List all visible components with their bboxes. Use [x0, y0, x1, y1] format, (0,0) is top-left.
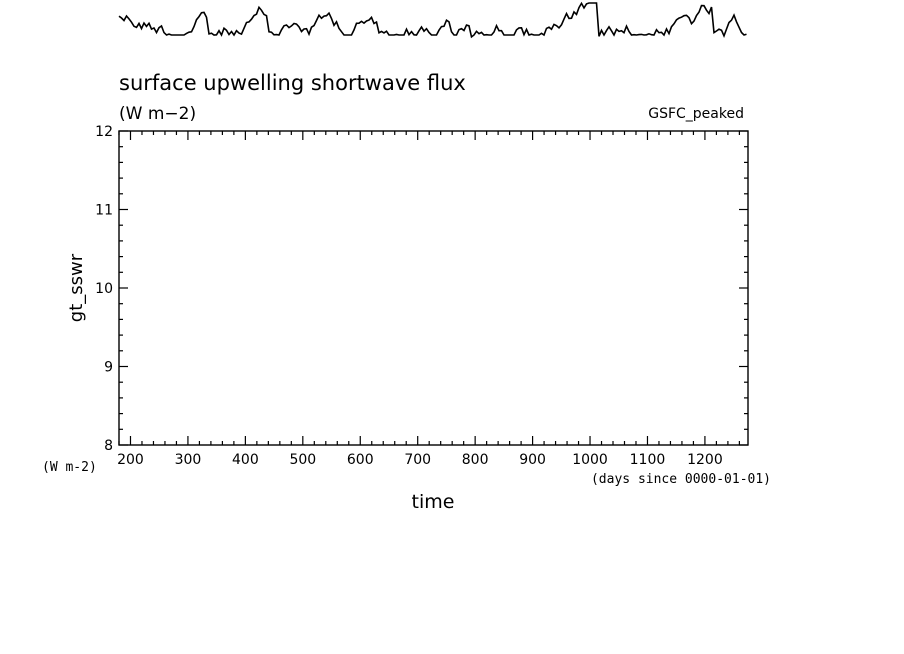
units-label: (W m−2): [119, 104, 196, 124]
plot-frame: [118, 130, 749, 446]
y-axis-label: gt_sswr: [66, 253, 87, 322]
y-axis-units: (W m-2): [42, 460, 97, 475]
y-tick-label: 10: [95, 281, 113, 297]
x-axis-units: (days since 0000-01-01): [591, 472, 771, 487]
x-tick-label: 1000: [572, 452, 608, 468]
dataset-label: GSFC_peaked: [648, 106, 744, 122]
chart-title: surface upwelling shortwave flux: [119, 71, 466, 95]
y-tick-label: 8: [104, 438, 113, 454]
x-tick-label: 1100: [630, 452, 666, 468]
axis-tick-labels: 200 300 400 500 600 700 800 900 1000 1100 1200 8 9 10…: [95, 124, 723, 468]
x-tick-label: 1200: [687, 452, 723, 468]
x-tick-label: 500: [289, 452, 316, 468]
x-tick-label: 200: [117, 452, 144, 468]
y-tick-label: 11: [95, 203, 113, 219]
x-tick-label: 300: [175, 452, 202, 468]
x-axis-label: time: [412, 491, 455, 513]
series-line: [118, 1, 747, 39]
x-tick-label: 700: [404, 452, 431, 468]
x-tick-label: 400: [232, 452, 259, 468]
axis-ticks: [118, 130, 748, 446]
y-tick-label: 12: [95, 124, 113, 140]
x-tick-label: 800: [462, 452, 489, 468]
x-tick-label: 900: [519, 452, 546, 468]
x-tick-label: 600: [347, 452, 374, 468]
y-tick-label: 9: [104, 360, 113, 376]
